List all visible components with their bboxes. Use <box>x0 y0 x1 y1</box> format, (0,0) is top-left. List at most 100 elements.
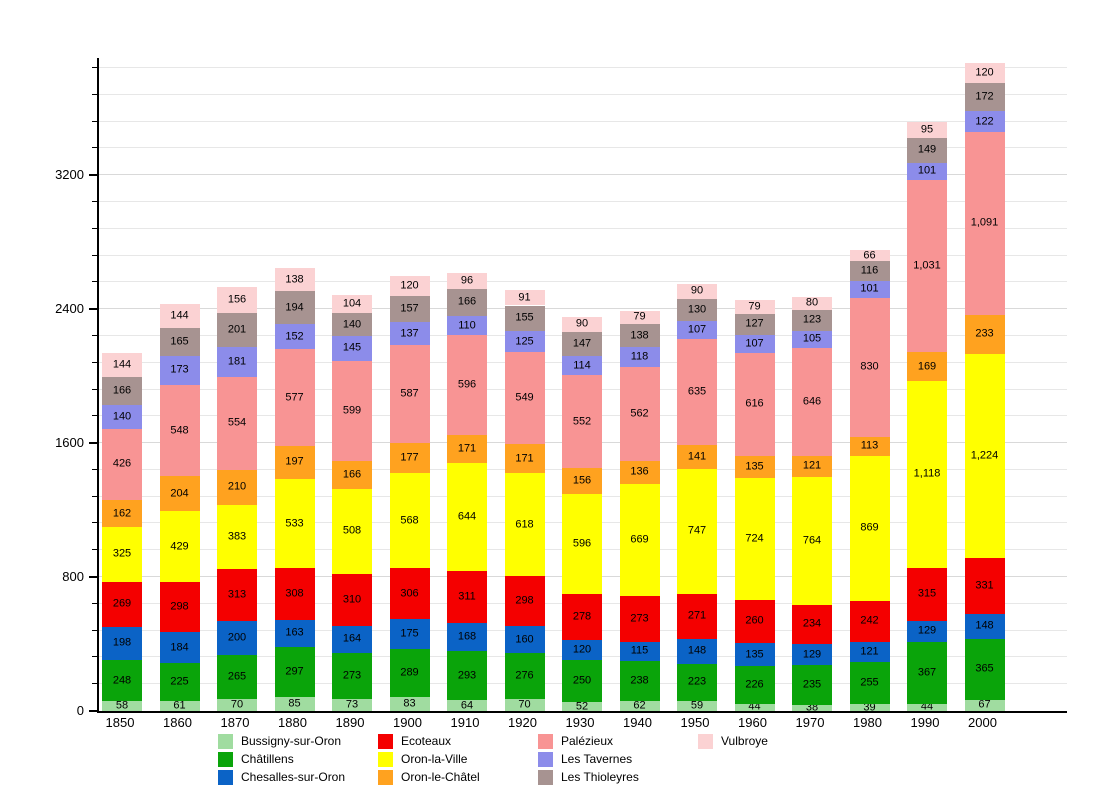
bar-segment-value: 644 <box>457 510 477 523</box>
bar-segment-value: 145 <box>342 341 362 354</box>
bar-segment-bussigny-sur-oron-1890: 73 <box>332 698 372 711</box>
bar-segment-bussigny-sur-oron-1910: 64 <box>447 700 487 711</box>
bar-segment-pal-zieux-1990: 1,031 <box>907 179 947 353</box>
legend-label: Châtillens <box>241 752 294 766</box>
bar-segment-value: 152 <box>285 330 304 343</box>
bar-segment-value: 162 <box>112 507 132 520</box>
bar-segment-oron-le-ch-tel-1890: 166 <box>332 460 372 489</box>
bar-segment-value: 273 <box>342 669 362 682</box>
gridline <box>99 308 1067 310</box>
bar-segment-value: 44 <box>748 700 761 713</box>
bar-segment-value: 508 <box>342 524 362 537</box>
bar-segment-les-tavernes-1890: 145 <box>332 336 372 361</box>
bar-segment-value: 278 <box>572 610 592 623</box>
bar-segment-value: 160 <box>515 633 534 646</box>
bar-segment-value: 764 <box>802 534 822 547</box>
bar-segment-ch-tillens-1940: 238 <box>619 660 660 701</box>
bar-segment-value: 568 <box>400 514 419 527</box>
bar-segment-pal-zieux-1870: 554 <box>217 376 257 470</box>
bar-segment-oron-le-ch-tel-1950: 141 <box>677 444 717 469</box>
y-axis-tick <box>92 281 97 283</box>
y-axis-tick <box>92 334 97 336</box>
bar-segment-ecoteaux-1980: 242 <box>849 601 890 642</box>
bar-segment-pal-zieux-1950: 635 <box>677 338 717 445</box>
bar-segment-value: 1,224 <box>970 449 999 462</box>
legend-color-swatch <box>378 752 393 767</box>
bar-segment-value: 552 <box>572 415 592 428</box>
bar-segment-ch-tillens-1870: 265 <box>217 654 257 700</box>
bar-segment-ch-tillens-1900: 289 <box>389 648 430 698</box>
bar-segment-pal-zieux-1890: 599 <box>332 360 372 461</box>
bar-segment-les-thioleyres-1880: 194 <box>274 291 315 324</box>
bar-segment-value: 315 <box>917 587 937 600</box>
bar-segment-ecoteaux-1910: 311 <box>447 571 487 624</box>
bar-segment-oron-le-ch-tel-1860: 204 <box>159 476 200 511</box>
bar-segment-vulbroye-1940: 79 <box>619 310 660 325</box>
bar-segment-les-thioleyres-1950: 130 <box>677 298 717 321</box>
plot-area: 58 248 198 269 325 162 426 140 166 144 61 225 184 298… <box>97 58 1067 713</box>
bar-segment-value: 166 <box>112 384 132 397</box>
bar-segment-value: 1,118 <box>913 467 941 480</box>
bar-segment-value: 298 <box>515 594 534 607</box>
bar-segment-value: 149 <box>917 143 937 156</box>
bar-segment-value: 297 <box>285 665 304 678</box>
x-axis-tick-label: 1990 <box>910 715 940 730</box>
bar-segment-value: 104 <box>342 297 362 310</box>
bar-segment-pal-zieux-1910: 596 <box>447 334 487 435</box>
x-axis-tick-label: 1950 <box>680 715 710 730</box>
x-axis-tick-label: 1980 <box>853 715 882 730</box>
bar-segment-value: 90 <box>690 284 704 297</box>
bar-segment-oron-la-ville-1890: 508 <box>332 488 372 574</box>
x-axis-tick-label: 1880 <box>278 715 307 730</box>
bar-segment-chesalles-sur-oron-1920: 160 <box>504 626 545 654</box>
gridline <box>99 281 1067 283</box>
bar-segment-ch-tillens-1850: 248 <box>102 659 142 702</box>
bar-segment-oron-le-ch-tel-1940: 136 <box>619 461 660 484</box>
bar-segment-bussigny-sur-oron-1860: 61 <box>159 700 200 711</box>
bar-segment-chesalles-sur-oron-1880: 163 <box>274 619 315 648</box>
bar-segment-oron-la-ville-1930: 596 <box>562 494 602 594</box>
bar-segment-value: 289 <box>400 666 419 679</box>
legend-color-swatch <box>218 770 233 785</box>
bar-segment-value: 367 <box>917 666 937 679</box>
x-axis-tick-label: 1920 <box>508 715 537 730</box>
legend-color-swatch <box>218 752 233 767</box>
y-axis-tick <box>89 576 97 579</box>
y-axis-tick <box>92 522 97 524</box>
bar-segment-value: 596 <box>572 537 592 550</box>
bar-segment-chesalles-sur-oron-1970: 129 <box>792 643 832 666</box>
bar-segment-bussigny-sur-oron-1930: 52 <box>562 701 602 712</box>
bar-segment-value: 70 <box>518 698 531 711</box>
legend-label: Chesalles-sur-Oron <box>241 770 346 784</box>
bar-segment-vulbroye-1930: 90 <box>562 316 602 332</box>
bar-segment-value: 116 <box>860 264 879 277</box>
bar-segment-vulbroye-1950: 90 <box>677 283 717 299</box>
bar-segment-value: 197 <box>285 455 304 468</box>
y-axis-tick-label: 0 <box>76 703 84 718</box>
bar-segment-value: 121 <box>860 645 879 658</box>
x-axis-tick-label: 2000 <box>968 715 997 730</box>
bar-segment-les-tavernes-1860: 173 <box>159 355 200 385</box>
bar-segment-value: 107 <box>687 323 707 336</box>
legend-color-swatch <box>378 734 393 749</box>
bar-segment-value: 105 <box>802 332 822 345</box>
bar-segment-value: 325 <box>112 547 132 560</box>
bar-segment-value: 533 <box>285 517 304 530</box>
bar-segment-ecoteaux-1890: 310 <box>332 573 372 626</box>
bar-segment-value: 148 <box>687 644 707 657</box>
x-axis-tick-label: 1890 <box>335 715 365 730</box>
bar-segment-value: 331 <box>975 579 994 592</box>
bar-segment-value: 129 <box>802 648 822 660</box>
bar-segment-value: 101 <box>917 164 937 177</box>
bar-segment-les-tavernes-1980: 101 <box>849 280 890 298</box>
bar-segment-value: 635 <box>687 385 707 398</box>
bar-segment-value: 157 <box>400 302 419 315</box>
bar-segment-value: 58 <box>115 699 129 712</box>
bar-segment-value: 138 <box>285 273 304 286</box>
bar-segment-chesalles-sur-oron-1910: 168 <box>447 623 487 652</box>
legend-color-swatch <box>218 734 233 749</box>
bar-segment-value: 184 <box>170 641 189 654</box>
bar-segment-oron-la-ville-1880: 533 <box>274 478 315 569</box>
bar-segment-ecoteaux-1970: 234 <box>792 604 832 644</box>
bar-segment-value: 198 <box>112 636 132 649</box>
